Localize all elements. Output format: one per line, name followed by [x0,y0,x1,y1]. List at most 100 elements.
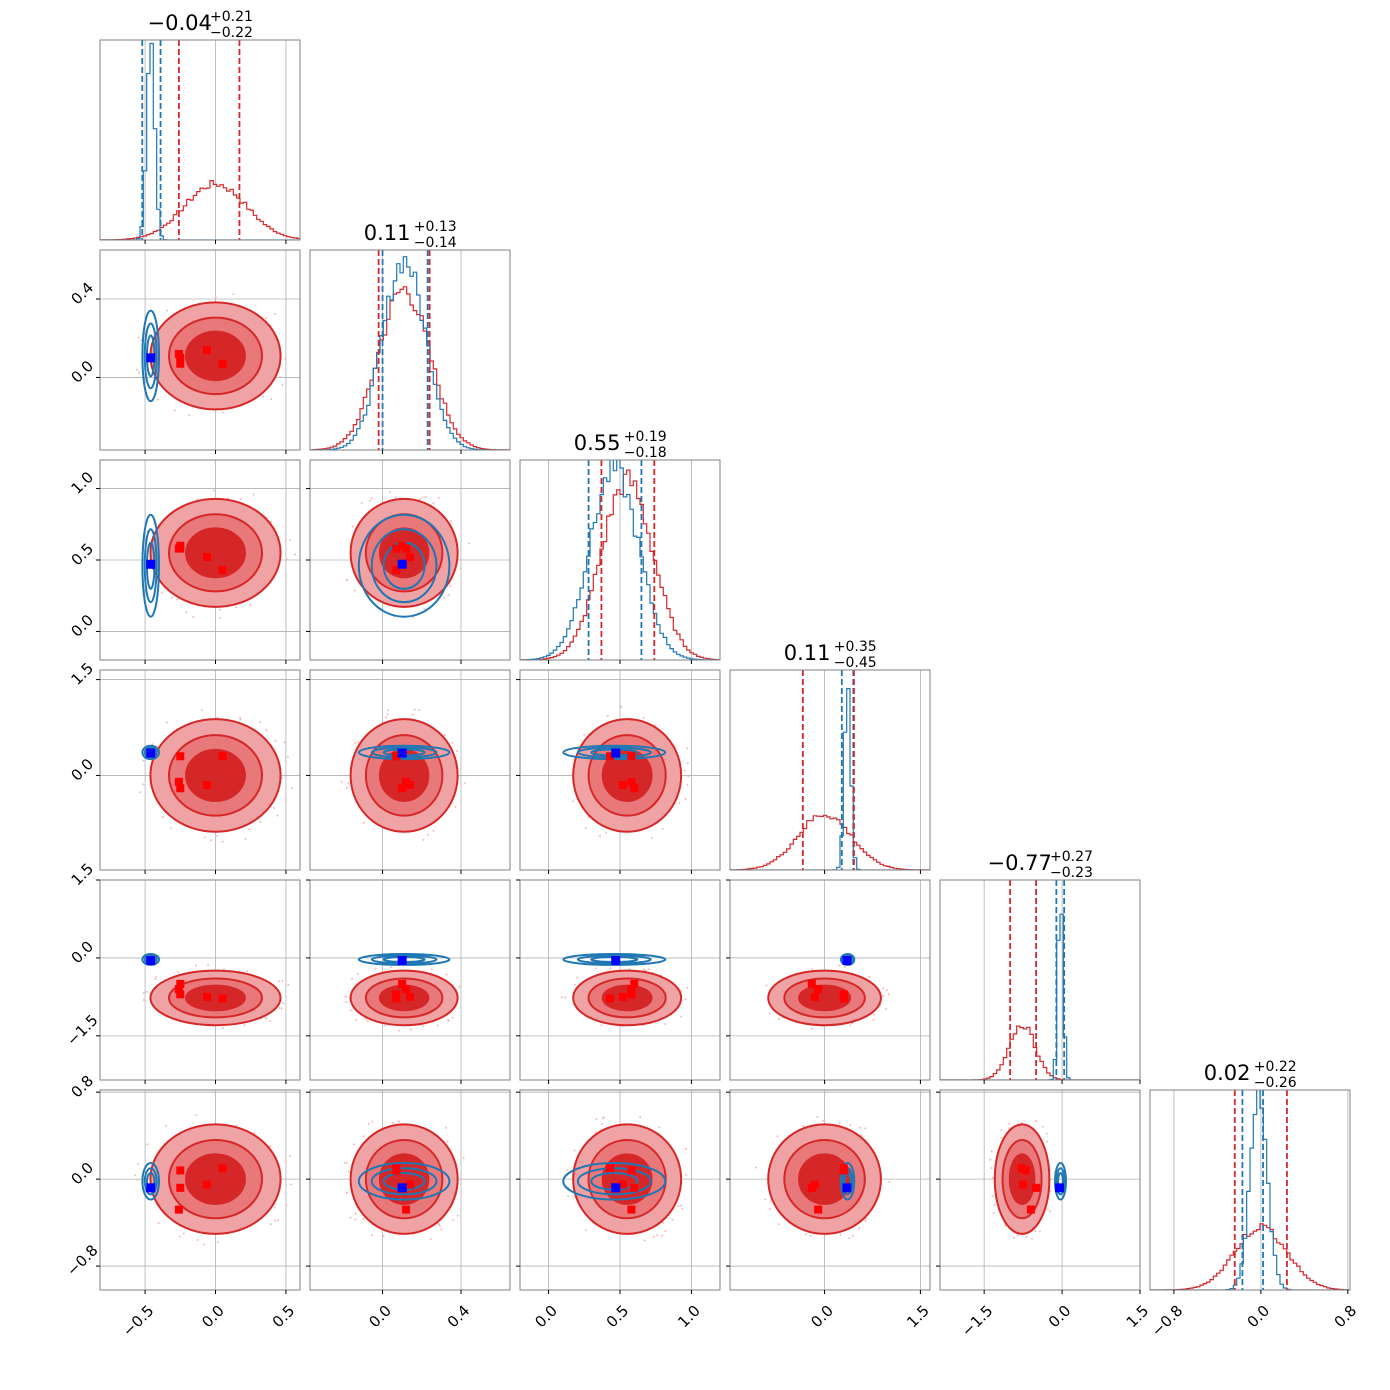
sample-dot [848,1237,851,1240]
sample-dot [345,995,348,998]
red-marker [618,1180,627,1189]
sample-dot [684,998,687,1001]
truth-marker [146,748,156,758]
sample-dot [843,966,846,969]
sample-dot [177,971,180,974]
panel-frame [99,879,301,1081]
red-marker [839,1164,848,1173]
red-marker [203,781,212,790]
panel-content [940,1090,1140,1290]
scatter-panel-3-1 [306,669,511,874]
sample-dot [276,814,279,817]
red-marker [176,784,185,793]
sample-dot [432,502,435,505]
red-marker [630,979,639,988]
sample-dot [639,1115,642,1118]
y-tick-label: 0.0 [68,357,98,387]
red-histogram [730,814,930,870]
sample-dot [157,1221,160,1224]
sample-dot [240,498,243,501]
sample-dot [282,1002,285,1005]
sample-dot [386,713,389,716]
sample-dot [270,397,273,400]
sample-dot [142,759,145,762]
red-marker [1032,1183,1041,1192]
sample-dot [195,1114,198,1117]
sample-dot [658,1126,661,1129]
red-marker [176,990,185,999]
red-marker [1017,1164,1026,1173]
sample-dot [161,591,164,594]
panel-title-plus: +0.13 [414,219,457,235]
sample-dot [232,293,235,296]
sample-dot [576,976,579,979]
y-tick-label: 0.8 [68,1072,98,1102]
sample-dot [430,968,433,971]
sample-dot [838,964,841,967]
sample-dot [137,371,140,374]
sample-dot [351,977,354,980]
panel-content [310,250,510,450]
sample-dot [215,835,218,838]
red-marker [218,359,227,368]
sample-dot [227,497,230,500]
panel-title-plus: +0.22 [1254,1059,1297,1075]
sample-dot [265,1017,268,1020]
blue-contour-0 [357,513,451,618]
panel-title-median: 0.02 [1204,1061,1251,1085]
sample-dot [656,1234,659,1237]
blue-contour-0 [839,1162,856,1201]
sample-dot [166,721,169,724]
sample-dot [243,1024,246,1027]
red-marker [627,1166,636,1175]
sample-dot [192,616,195,619]
sample-dot [685,1173,688,1176]
sample-dot [1034,1230,1037,1233]
sample-dot [204,836,207,839]
sample-dot [864,1127,867,1130]
sample-dot [600,1122,603,1125]
sample-dot [409,1028,412,1031]
sample-dot [265,728,268,731]
panel-title-minus: −0.45 [834,655,877,671]
sample-dot [445,973,448,976]
scatter-panel-4-3 [726,879,931,1084]
panel-title-plus: +0.21 [210,9,253,25]
sample-dot [652,1235,655,1238]
truth-marker [611,748,621,758]
sample-dot [421,496,424,499]
red-marker [392,752,401,761]
truth-marker [397,956,407,966]
panel-frame [939,879,1141,1081]
sample-dot [993,1204,996,1207]
sample-dot [677,1205,680,1208]
sample-dot [284,357,287,360]
sample-dot [661,1234,664,1237]
panel-title-minus: −0.26 [1254,1075,1297,1091]
sample-dot [768,1012,771,1015]
panel-frame [939,1089,1141,1291]
red-marker [392,1164,401,1173]
sample-dot [349,1216,352,1219]
panel-frame [729,669,931,871]
sample-dot [600,1024,603,1027]
red-marker [630,1183,639,1192]
red-marker [174,1205,183,1214]
red-marker [606,752,614,761]
sample-dot [280,1007,283,1010]
sample-dot [185,611,188,614]
sample-dot [340,780,343,783]
red-contour-inner [185,527,246,579]
sample-dot [567,1195,570,1198]
sample-dot [284,1160,287,1163]
sample-dot [178,1235,181,1238]
hist-panel-1: 0.11 +0.13−0.14 [309,219,511,454]
blue-contour-1 [143,322,158,390]
sample-dot [134,1174,137,1177]
sample-dot [352,1143,355,1146]
red-histogram [940,1025,1140,1080]
sample-dot [451,1016,454,1019]
panel-title-minus: −0.18 [624,445,667,461]
sample-dot [681,1207,684,1210]
blue-histogram [730,688,930,870]
